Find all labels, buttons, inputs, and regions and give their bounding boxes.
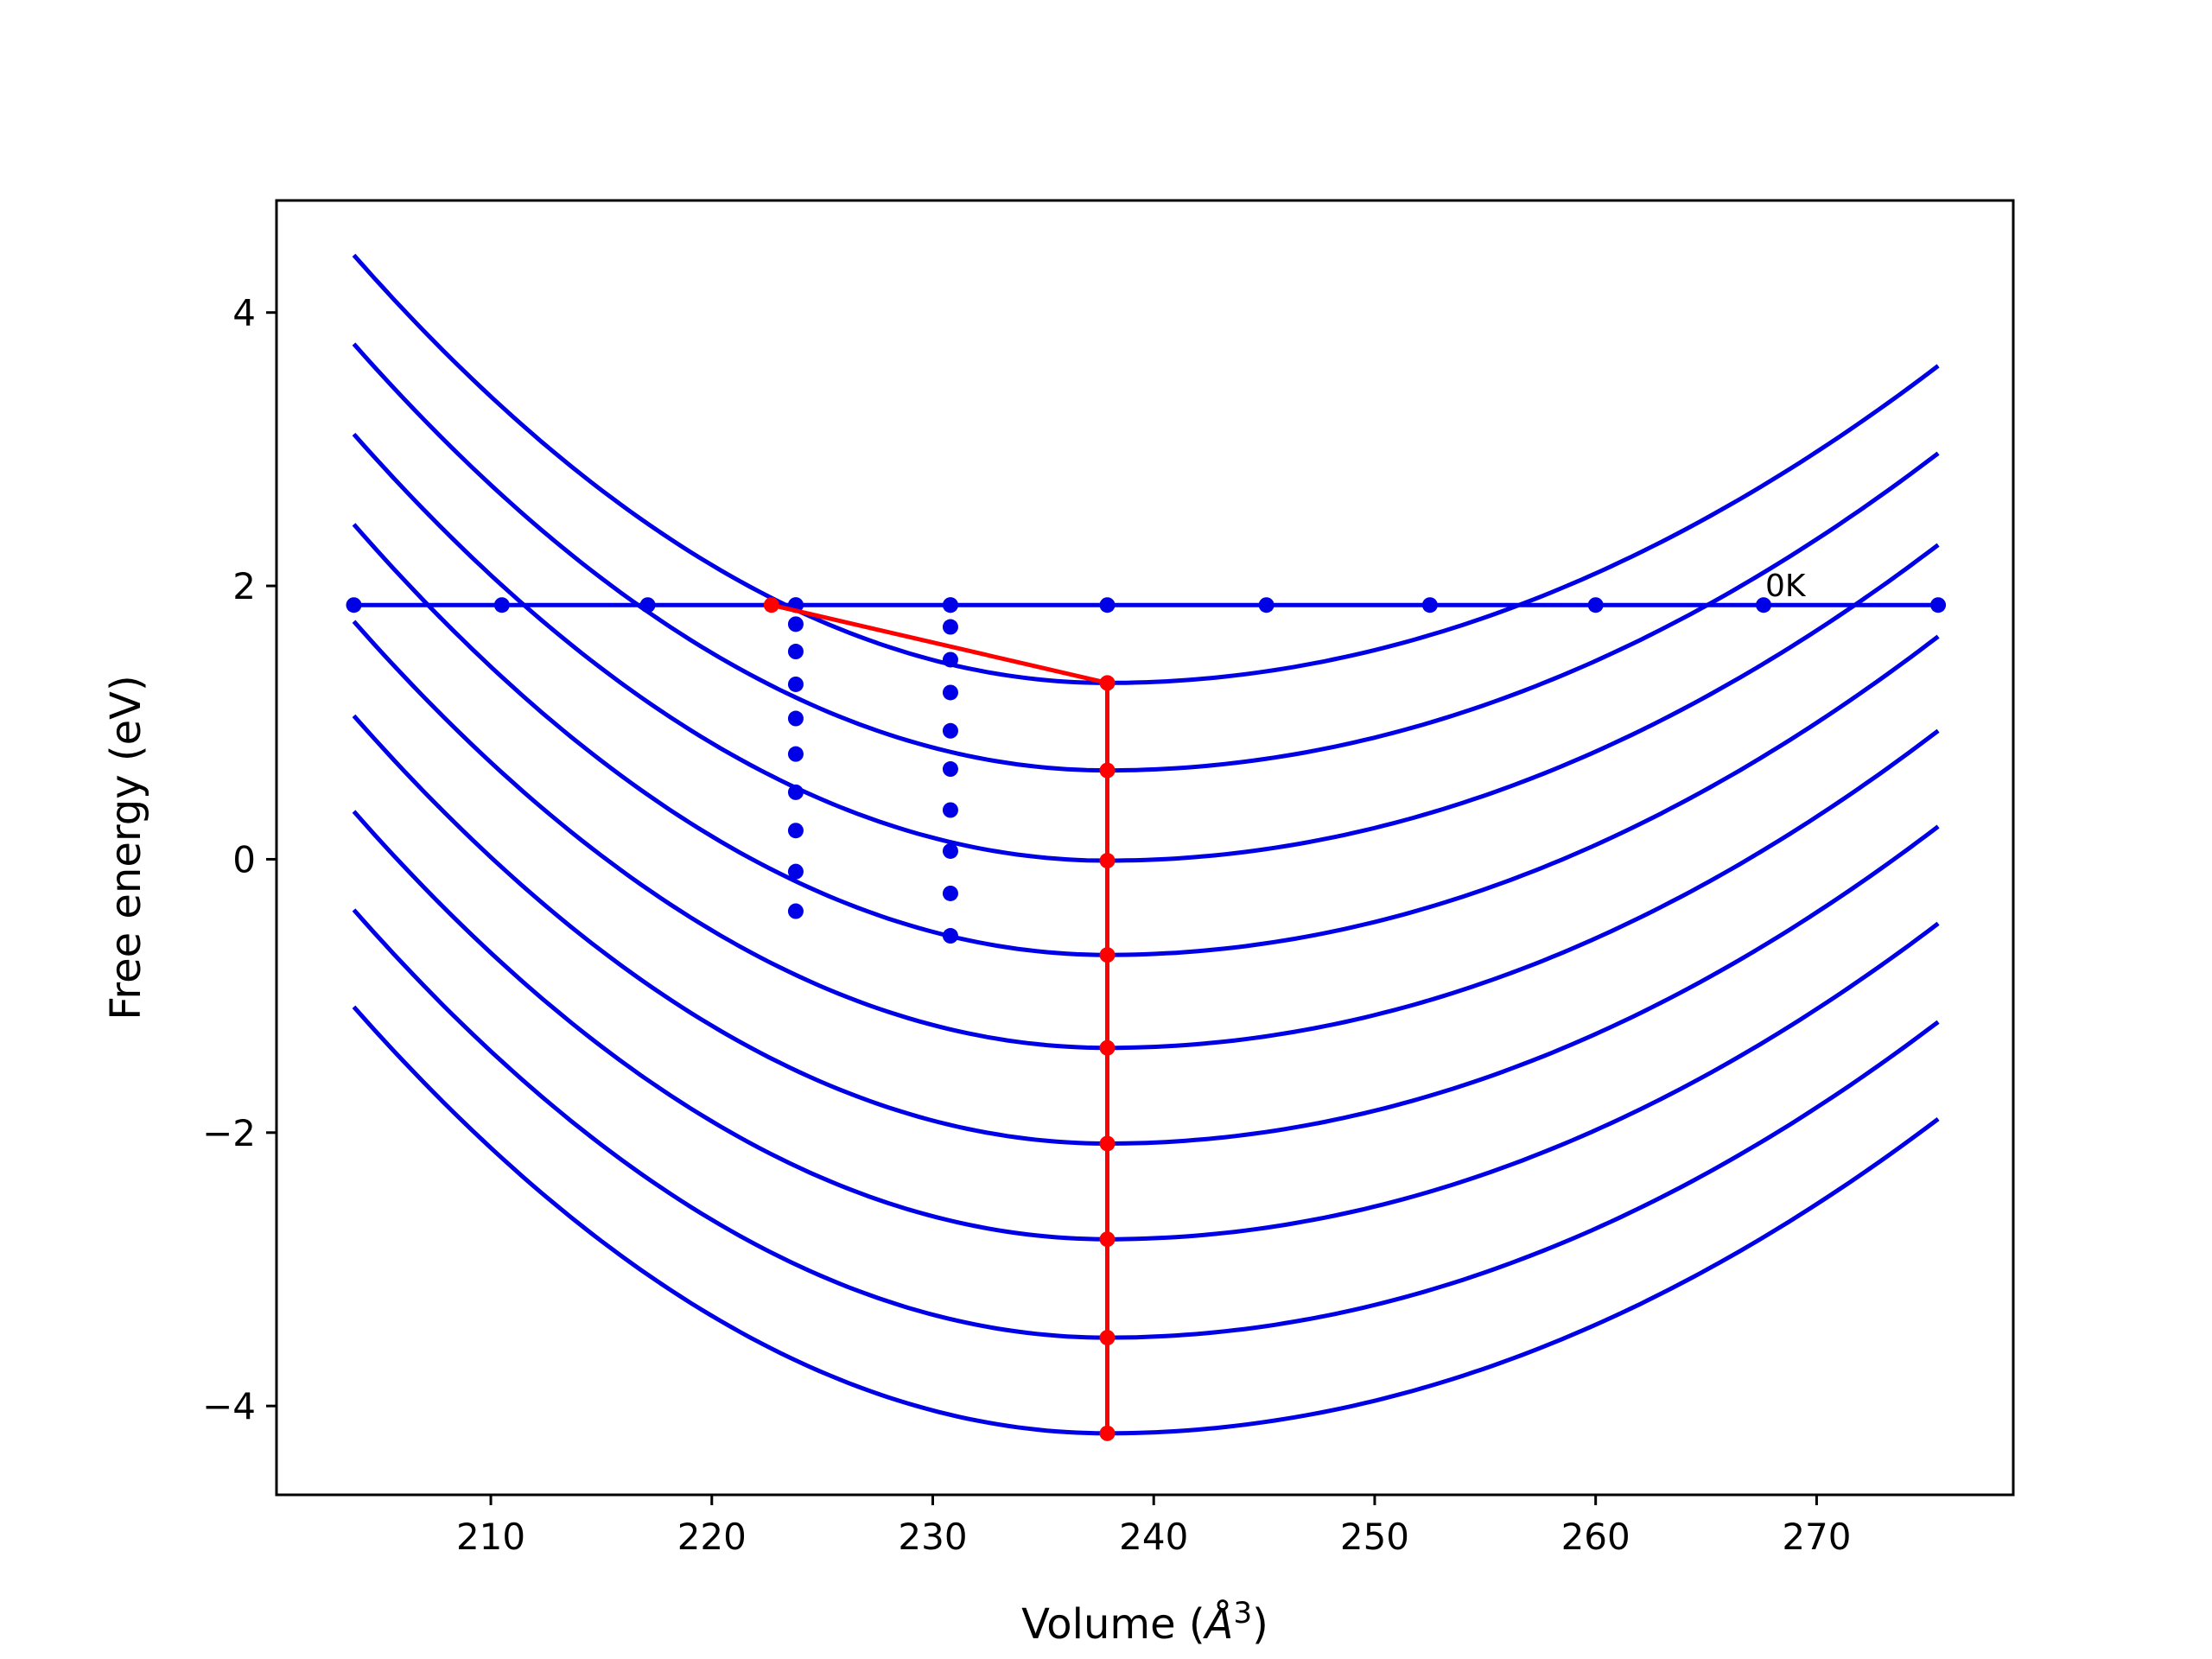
dotted-point-1-6 [787,746,804,762]
zero-k-point-9 [1587,597,1604,613]
red-path-line [771,602,1109,1433]
red-path-point-4 [1099,853,1116,869]
red-path-point-10 [1099,1425,1116,1441]
dotted-point-1-3 [787,644,804,660]
x-tick-label-230: 230 [898,1516,967,1558]
zero-k-point-10 [1756,597,1772,613]
x-tick-label-220: 220 [677,1516,747,1558]
y-tick-label-3: −2 [202,1112,256,1154]
dotted-point-2-7 [942,802,958,818]
red-path-point-9 [1099,1330,1116,1346]
dotted-point-2-5 [942,722,958,739]
dotted-point-1-4 [787,676,804,692]
free-energy-curve-2 [352,342,1940,773]
x-tick-label-210: 210 [456,1516,525,1558]
dotted-point-1-7 [787,784,804,800]
dotted-point-2-3 [942,652,958,668]
red-path-point-3 [1099,762,1116,779]
y-tick-label-4: −4 [202,1385,256,1427]
dotted-point-2-1 [942,597,958,613]
x-axis-label-main: Volume ( [1021,1600,1205,1649]
dotted-point-1-9 [787,863,804,880]
dotted-point-1-5 [787,710,804,727]
zero-k-point-1 [346,597,362,613]
free-energy-curve-6 [352,714,1940,1147]
x-axis: 210 220 230 240 250 260 270 [456,1495,1851,1558]
zero-k-point-3 [639,597,656,613]
dotted-point-2-2 [942,619,958,635]
dotted-point-1-10 [787,903,804,919]
dotted-point-2-4 [942,684,958,701]
free-energy-curve-4 [352,523,1940,957]
red-path-point-2 [1099,675,1116,691]
zero-k-point-11 [1930,597,1947,613]
dotted-point-2-9 [942,885,958,901]
zero-k-label: 0K [1765,569,1807,604]
free-energy-curve-9 [352,1005,1940,1436]
y-tick-label-0: 4 [232,292,256,334]
x-tick-label-250: 250 [1340,1516,1409,1558]
red-path-point-1 [763,597,779,613]
dotted-point-2-6 [942,761,958,778]
red-path-point-5 [1099,947,1116,963]
y-axis-label: Free energy (eV) [102,675,150,1020]
zero-k-point-6 [1099,597,1116,613]
y-tick-label-2: 0 [232,838,256,880]
axes-frame [275,199,2015,1497]
free-energy-curve-8 [352,908,1940,1340]
y-axis: 4 2 0 −2 −4 [202,292,276,1427]
dotted-point-2-10 [942,928,958,944]
dotted-point-1-2 [787,616,804,632]
x-axis-label-unit: Å [1203,1599,1234,1649]
x-tick-label-240: 240 [1119,1516,1188,1558]
x-axis-label-superscript: 3 [1233,1596,1252,1630]
zero-k-point-2 [493,597,510,613]
free-energy-curve-7 [352,810,1940,1242]
y-tick-label-1: 2 [232,565,256,607]
x-tick-label-270: 270 [1782,1516,1851,1558]
dotted-point-1-8 [787,823,804,839]
x-axis-label: Volume (Å3) [1021,1596,1268,1649]
x-axis-label-close: ) [1252,1600,1268,1649]
free-energy-curve-3 [352,432,1940,863]
red-path-point-6 [1099,1039,1116,1056]
red-path-point-8 [1099,1231,1116,1248]
x-tick-label-260: 260 [1561,1516,1630,1558]
red-path-point-7 [1099,1135,1116,1152]
free-energy-curve-1 [352,253,1940,685]
dotted-point-2-8 [942,842,958,859]
free-energy-curve-5 [352,620,1940,1051]
plot-area [346,253,1947,1441]
zero-k-point-7 [1258,597,1274,613]
zero-k-point-8 [1421,597,1438,613]
